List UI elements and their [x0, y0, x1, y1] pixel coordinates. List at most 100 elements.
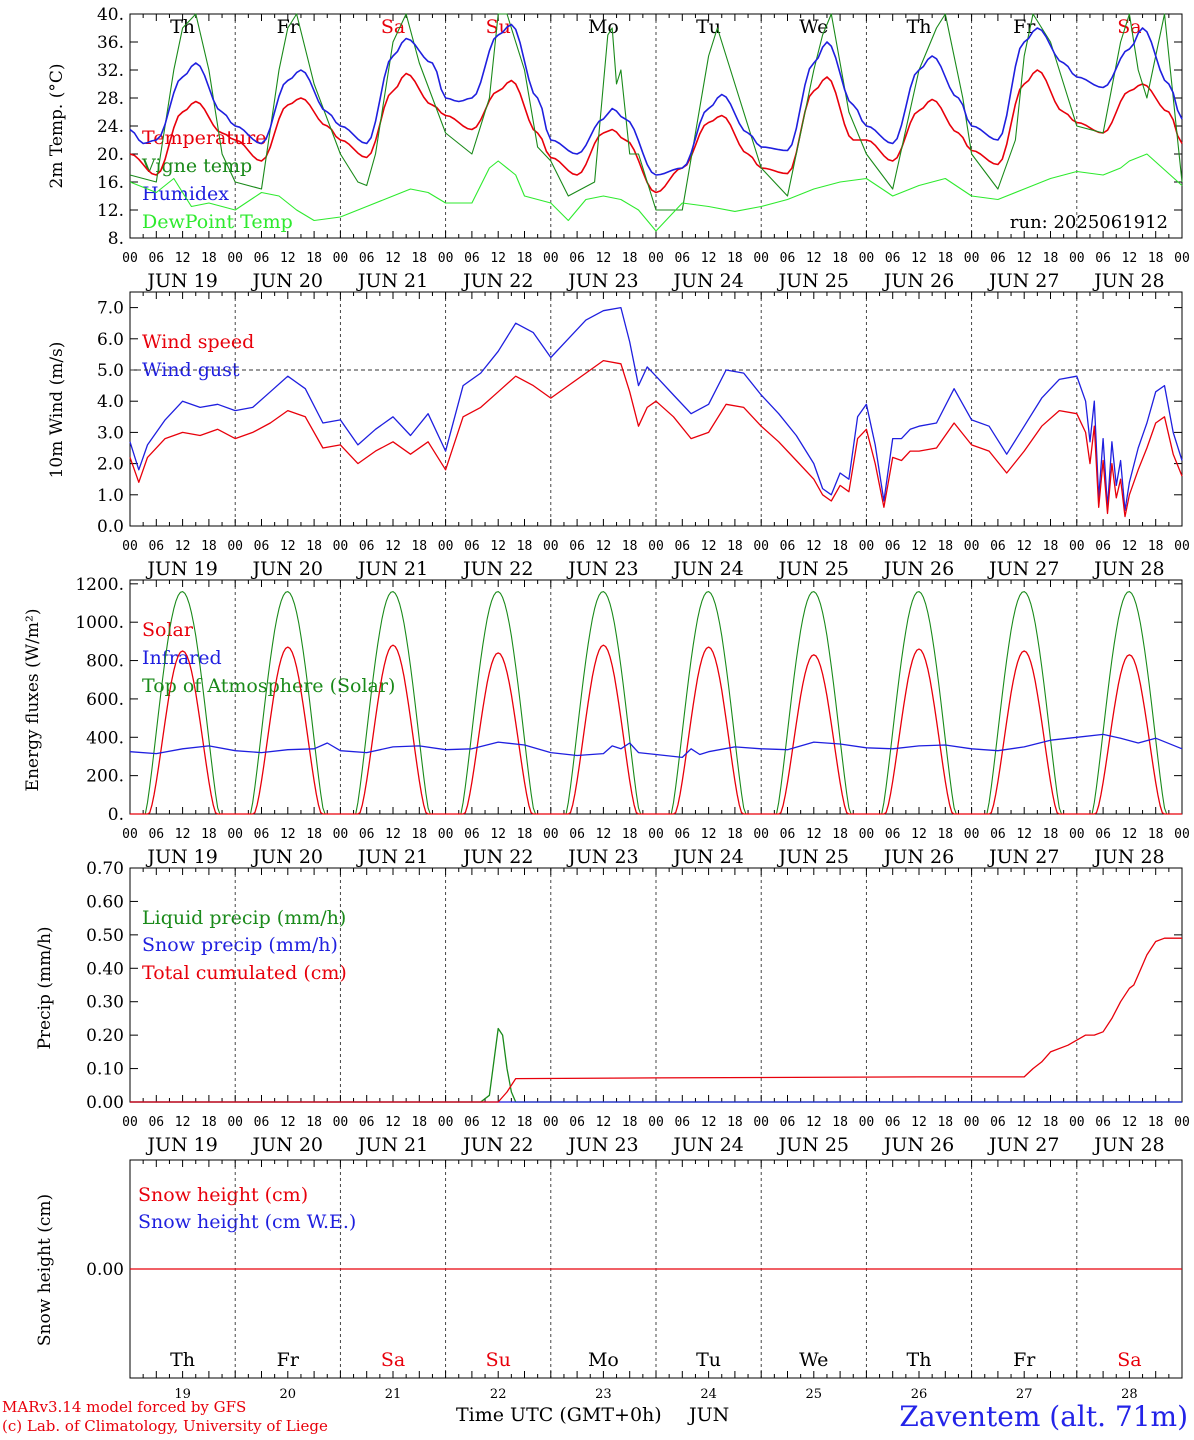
weekday-label: Mo — [588, 16, 619, 38]
hour-label: 00 — [753, 827, 769, 842]
hour-label: 18 — [1148, 539, 1164, 554]
day-number: 20 — [280, 1387, 297, 1402]
hour-label: 18 — [201, 251, 217, 266]
date-label: JUN 21 — [356, 846, 428, 868]
hour-label: 12 — [911, 827, 927, 842]
y-tick-label: 2.0 — [97, 455, 124, 475]
footer-credit: MARv3.14 model forced by GFS (c) Lab. of… — [2, 1398, 328, 1436]
hour-label: 06 — [780, 1115, 796, 1130]
hour-label: 00 — [753, 251, 769, 266]
hour-label: 18 — [411, 251, 427, 266]
hour-label: 00 — [333, 827, 349, 842]
y-tick-label: 0.0 — [97, 517, 124, 537]
hour-label: 06 — [359, 251, 375, 266]
day-number: 24 — [700, 1387, 717, 1402]
hour-label: 06 — [1095, 827, 1111, 842]
hour-label: 12 — [911, 539, 927, 554]
hour-label: 18 — [201, 539, 217, 554]
legend-toa: Top of Atmosphere (Solar) — [142, 675, 395, 697]
y-tick-label: 1.0 — [97, 486, 124, 506]
day-number: 21 — [385, 1387, 402, 1402]
hour-label: 12 — [175, 1115, 191, 1130]
hour-label: 12 — [596, 1115, 612, 1130]
hour-label: 06 — [254, 1115, 270, 1130]
hour-label: 12 — [806, 251, 822, 266]
xaxis-title: Time UTC (GMT+0h) — [456, 1404, 662, 1426]
day-number: 27 — [1016, 1387, 1033, 1402]
hour-label: 12 — [596, 251, 612, 266]
y-tick-label: 4.0 — [97, 392, 124, 412]
hour-label: 00 — [543, 1115, 559, 1130]
legend-humidex: Humidex — [142, 183, 229, 205]
run-label: run: 2025061912 — [1010, 212, 1168, 233]
hour-label: 06 — [1095, 251, 1111, 266]
date-label: JUN 19 — [145, 846, 217, 868]
hour-label: 06 — [990, 1115, 1006, 1130]
date-label: JUN 20 — [251, 846, 323, 868]
hour-label: 00 — [753, 1115, 769, 1130]
date-label: JUN 26 — [882, 1134, 954, 1156]
hour-label: 06 — [990, 827, 1006, 842]
infrared-line — [129, 733, 1183, 759]
hour-label: 00 — [543, 251, 559, 266]
date-label: JUN 20 — [251, 558, 323, 580]
hour-label: 12 — [911, 251, 927, 266]
hour-label: 18 — [1043, 539, 1059, 554]
weekday-label: Sa — [381, 16, 405, 38]
hour-label: 18 — [727, 251, 743, 266]
hour-label: 18 — [1148, 251, 1164, 266]
date-label: JUN 25 — [777, 846, 849, 868]
hour-label: 00 — [964, 539, 980, 554]
wind-series-line — [129, 359, 1183, 518]
date-label: JUN 22 — [461, 558, 533, 580]
hour-label: 12 — [385, 827, 401, 842]
date-label: JUN 19 — [145, 270, 217, 292]
y-tick-label: 28. — [97, 89, 124, 109]
y-tick-label: 1200. — [75, 575, 124, 595]
y-tick-label: 16. — [97, 173, 124, 193]
hour-label: 12 — [701, 539, 717, 554]
hour-label: 12 — [596, 827, 612, 842]
date-label: JUN 21 — [356, 1134, 428, 1156]
weekday-label: Tu — [696, 16, 721, 38]
hour-label: 00 — [648, 539, 664, 554]
y-tick-label: 0.00 — [86, 1093, 124, 1113]
hour-label: 00 — [1069, 1115, 1085, 1130]
y-tick-label: 0.20 — [86, 1026, 124, 1046]
temp-series-line — [129, 153, 1183, 232]
hour-label: 18 — [306, 251, 322, 266]
weekday-label: Tu — [696, 1349, 721, 1371]
date-label: JUN 23 — [566, 558, 638, 580]
hour-label: 06 — [780, 827, 796, 842]
wind-series-line — [129, 306, 1183, 512]
hour-label: 00 — [227, 827, 243, 842]
date-label: JUN 26 — [882, 846, 954, 868]
weekday-label: Sa — [1117, 1349, 1141, 1371]
hour-label: 06 — [148, 251, 164, 266]
hour-label: 18 — [1043, 827, 1059, 842]
hour-label: 18 — [411, 539, 427, 554]
hour-label: 12 — [1016, 1115, 1032, 1130]
day-number: 26 — [911, 1387, 928, 1402]
hour-label: 00 — [227, 1115, 243, 1130]
y-tick-label: 0.40 — [86, 959, 124, 979]
hour-label: 00 — [543, 827, 559, 842]
y-tick-label: 8. — [108, 229, 124, 249]
hour-label: 00 — [859, 539, 875, 554]
hour-label: 06 — [254, 251, 270, 266]
weekday-label: Sa — [381, 1349, 405, 1371]
hour-label: 12 — [1122, 539, 1138, 554]
xaxis-month: JUN — [689, 1404, 730, 1426]
y-tick-label: 0.50 — [86, 926, 124, 946]
hour-label: 00 — [122, 1115, 138, 1130]
hour-label: 12 — [1016, 251, 1032, 266]
date-label: JUN 24 — [671, 558, 743, 580]
hour-label: 06 — [885, 1115, 901, 1130]
hour-label: 18 — [1043, 1115, 1059, 1130]
hour-label: 12 — [806, 1115, 822, 1130]
y-tick-label: 0.70 — [86, 859, 124, 879]
hour-label: 12 — [385, 251, 401, 266]
hour-label: 12 — [911, 1115, 927, 1130]
hour-label: 12 — [280, 251, 296, 266]
